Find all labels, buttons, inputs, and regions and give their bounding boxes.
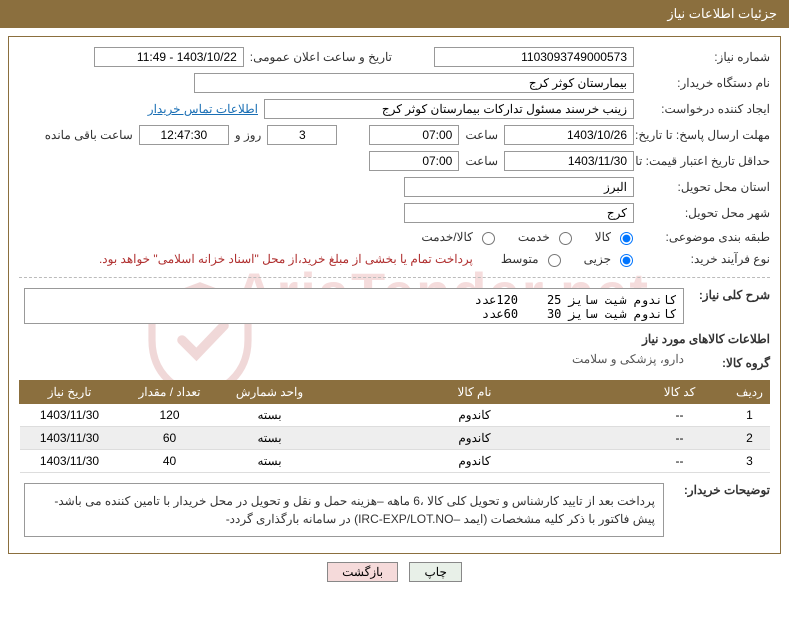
announce-input[interactable] <box>94 47 244 67</box>
table-cell: 3 <box>730 450 770 473</box>
buyer-notes-box: پرداخت بعد از تایید کارشناس و تحویل کلی … <box>24 483 664 537</box>
time-label-2: ساعت <box>465 154 498 168</box>
cat-goods-radio[interactable] <box>620 232 633 245</box>
payment-note: پرداخت تمام یا بخشی از مبلغ خرید،از محل … <box>99 252 473 266</box>
days-remaining-input[interactable] <box>267 125 337 145</box>
requester-input[interactable] <box>264 99 634 119</box>
table-cell: بسته <box>220 450 320 473</box>
cat-both-text: کالا/خدمت <box>421 230 472 244</box>
deadline-date-input[interactable] <box>504 125 634 145</box>
days-suffix: روز و <box>235 128 262 142</box>
table-col-header: تعداد / مقدار <box>120 381 220 404</box>
pt-minor-radio[interactable] <box>620 254 633 267</box>
summary-label: شرح کلی نیاز: <box>690 288 770 302</box>
back-button[interactable]: بازگشت <box>327 562 398 582</box>
cat-service-radio[interactable] <box>559 232 572 245</box>
goods-group-value: دارو، پزشکی و سلامت <box>572 352 684 366</box>
validity-time-input[interactable] <box>369 151 459 171</box>
time-label-1: ساعت <box>465 128 498 142</box>
requester-label: ایجاد کننده درخواست: <box>640 102 770 116</box>
table-cell: بسته <box>220 404 320 427</box>
summary-textarea[interactable] <box>24 288 684 324</box>
announce-label: تاریخ و ساعت اعلان عمومی: <box>250 50 392 64</box>
table-cell: کاندوم <box>320 450 630 473</box>
city-input[interactable] <box>404 203 634 223</box>
table-cell: 2 <box>730 427 770 450</box>
validity-label: حداقل تاریخ اعتبار قیمت: تا تاریخ: <box>640 154 770 168</box>
pt-medium-text: متوسط <box>501 252 539 266</box>
deadline-time-input[interactable] <box>369 125 459 145</box>
province-label: استان محل تحویل: <box>640 180 770 194</box>
buyer-org-label: نام دستگاه خریدار: <box>640 76 770 90</box>
table-cell: 60 <box>120 427 220 450</box>
panel-header: جزئیات اطلاعات نیاز <box>0 0 789 28</box>
table-cell: 1 <box>730 404 770 427</box>
countdown-input[interactable] <box>139 125 229 145</box>
items-section-title: اطلاعات کالاهای مورد نیاز <box>19 332 770 346</box>
pt-medium-radio[interactable] <box>548 254 561 267</box>
table-cell: 40 <box>120 450 220 473</box>
province-input[interactable] <box>404 177 634 197</box>
table-cell: -- <box>630 427 730 450</box>
panel-title: جزئیات اطلاعات نیاز <box>667 6 777 21</box>
buyer-org-input[interactable] <box>194 73 634 93</box>
city-label: شهر محل تحویل: <box>640 206 770 220</box>
table-cell: -- <box>630 404 730 427</box>
validity-date-input[interactable] <box>504 151 634 171</box>
need-number-input[interactable] <box>434 47 634 67</box>
main-panel: شماره نیاز: تاریخ و ساعت اعلان عمومی: نا… <box>8 36 781 554</box>
table-cell: -- <box>630 450 730 473</box>
table-col-header: واحد شمارش <box>220 381 320 404</box>
table-col-header: تاریخ نیاز <box>20 381 120 404</box>
cat-both-radio[interactable] <box>482 232 495 245</box>
table-cell: 120 <box>120 404 220 427</box>
remaining-label: ساعت باقی مانده <box>45 128 133 142</box>
purchase-type-label: نوع فرآیند خرید: <box>640 252 770 266</box>
divider-1 <box>19 277 770 278</box>
table-col-header: ردیف <box>730 381 770 404</box>
table-row: 1--کاندومبسته1201403/11/30 <box>20 404 770 427</box>
goods-group-label: گروه کالا: <box>690 356 770 370</box>
table-col-header: نام کالا <box>320 381 630 404</box>
table-header-row: ردیفکد کالانام کالاواحد شمارشتعداد / مقد… <box>20 381 770 404</box>
buyer-notes-label: توضیحات خریدار: <box>670 483 770 497</box>
table-cell: کاندوم <box>320 427 630 450</box>
button-row: چاپ بازگشت <box>0 562 789 582</box>
contact-buyer-link[interactable]: اطلاعات تماس خریدار <box>148 102 258 116</box>
table-cell: کاندوم <box>320 404 630 427</box>
table-row: 2--کاندومبسته601403/11/30 <box>20 427 770 450</box>
need-number-label: شماره نیاز: <box>640 50 770 64</box>
table-row: 3--کاندومبسته401403/11/30 <box>20 450 770 473</box>
deadline-send-label: مهلت ارسال پاسخ: تا تاریخ: <box>640 128 770 142</box>
cat-service-text: خدمت <box>518 230 550 244</box>
print-button[interactable]: چاپ <box>409 562 461 582</box>
category-label: طبقه بندی موضوعی: <box>640 230 770 244</box>
items-table: ردیفکد کالانام کالاواحد شمارشتعداد / مقد… <box>19 380 770 473</box>
table-cell: 1403/11/30 <box>20 427 120 450</box>
table-cell: 1403/11/30 <box>20 450 120 473</box>
cat-goods-text: کالا <box>595 230 611 244</box>
table-col-header: کد کالا <box>630 381 730 404</box>
pt-minor-text: جزیی <box>584 252 611 266</box>
table-cell: بسته <box>220 427 320 450</box>
table-cell: 1403/11/30 <box>20 404 120 427</box>
